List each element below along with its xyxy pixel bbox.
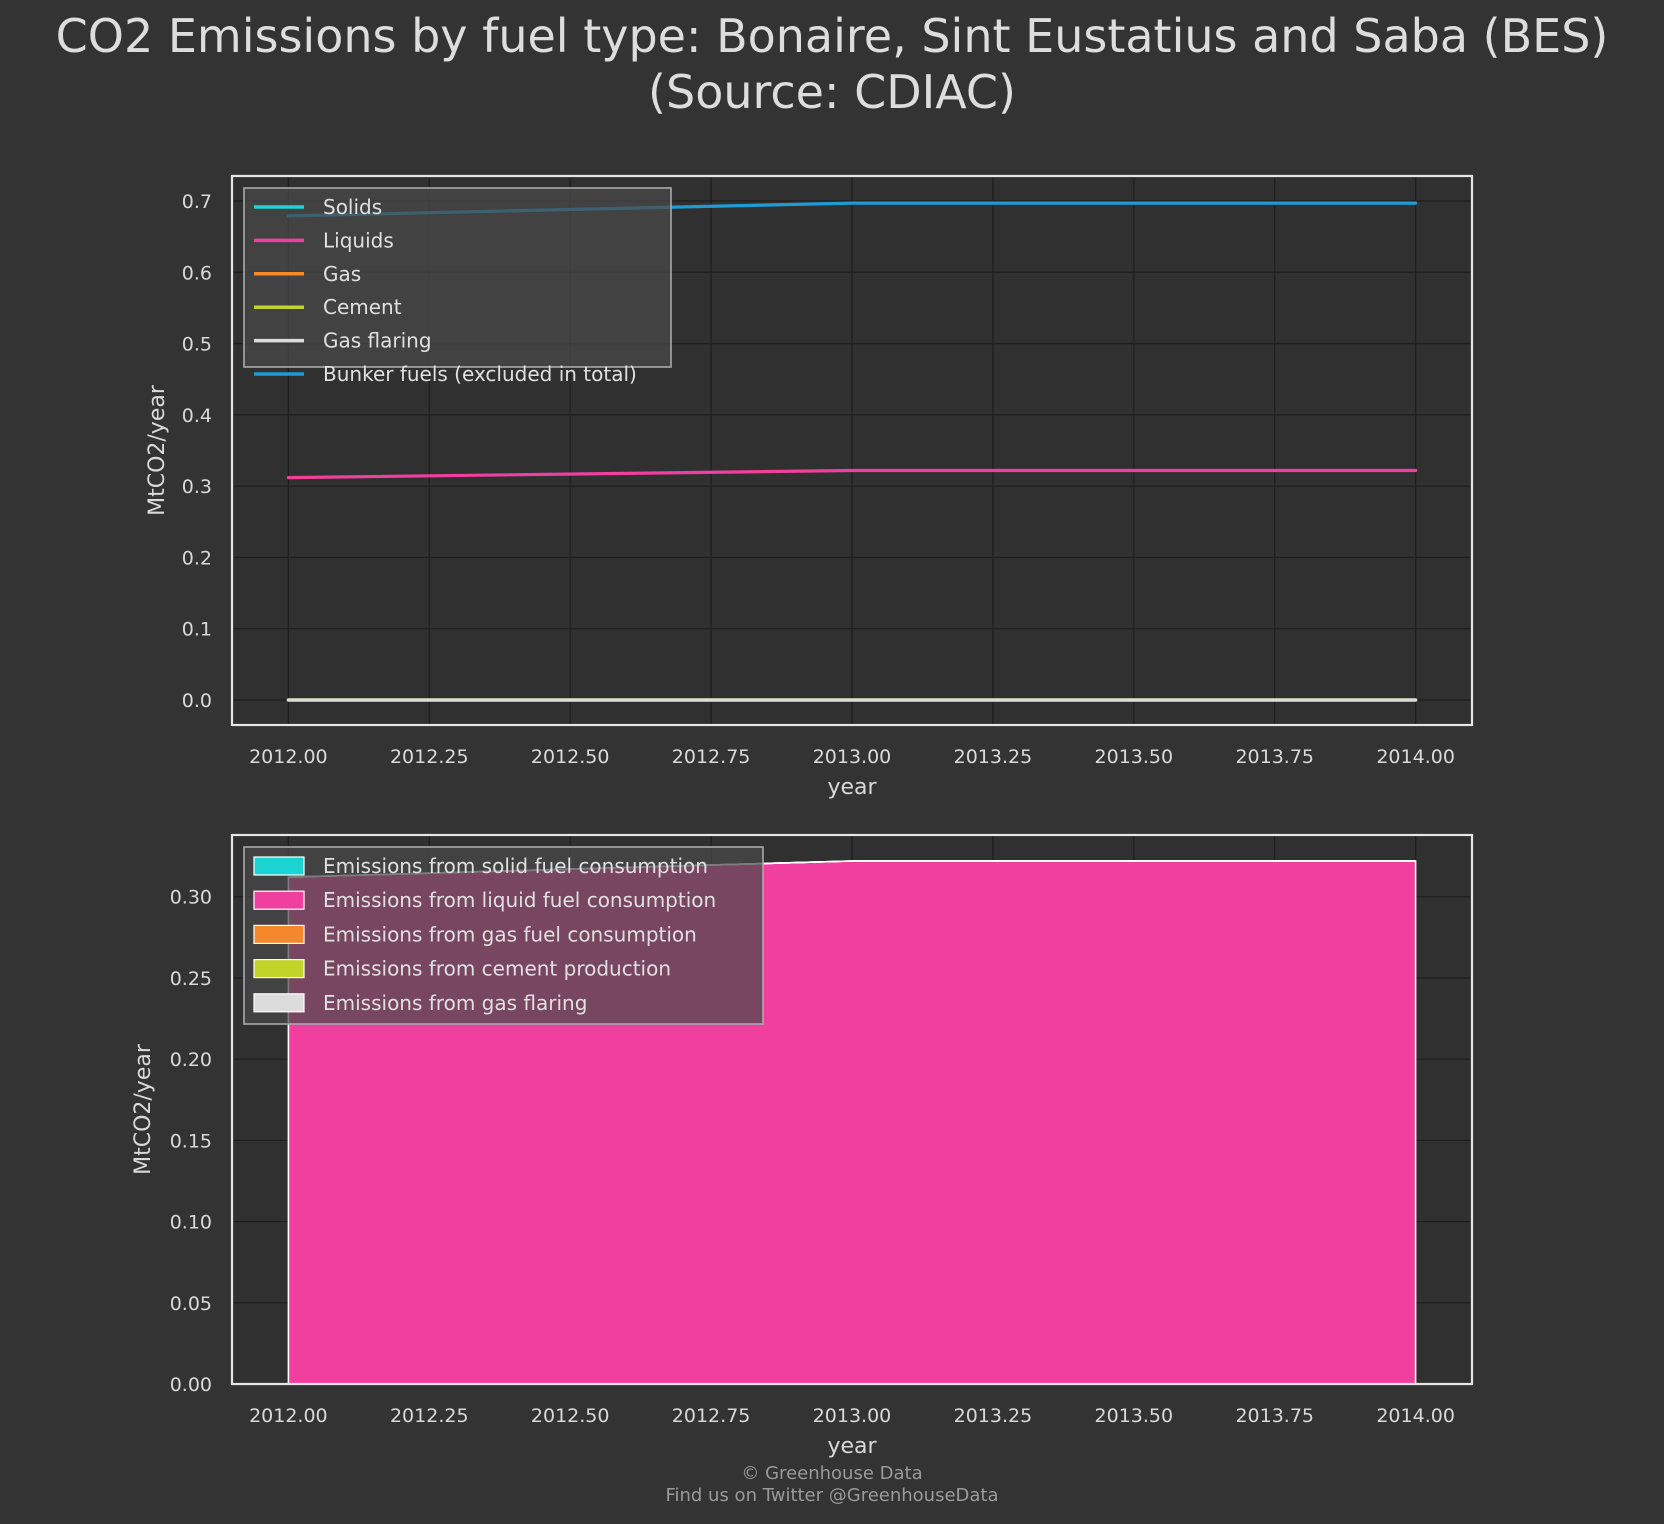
legend-label: Liquids <box>323 228 394 252</box>
legend-swatch <box>253 856 305 876</box>
x-tick-label: 2012.00 <box>249 746 328 768</box>
x-tick-label: 2013.75 <box>1235 1405 1314 1427</box>
y-tick-label: 0.30 <box>170 887 212 909</box>
x-tick-label: 2012.75 <box>672 746 751 768</box>
y-tick-label: 0.4 <box>182 405 212 427</box>
legend-label: Cement <box>323 295 402 319</box>
footer-twitter: Find us on Twitter @GreenhouseData <box>665 1485 999 1506</box>
y-tick-label: 0.7 <box>182 191 212 213</box>
legend: Emissions from solid fuel consumption Emi… <box>243 846 764 1025</box>
x-tick-label: 2012.50 <box>531 746 610 768</box>
x-tick-label: 2012.00 <box>249 1405 328 1427</box>
legend-swatch <box>253 924 305 945</box>
x-tick-label: 2013.00 <box>813 1405 892 1427</box>
legend-label: Solids <box>323 195 382 219</box>
chart-title-line-2: (Source: CDIAC) <box>648 65 1016 119</box>
chart-title: CO2 Emissions by fuel type: Bonaire, Sin… <box>0 8 1664 120</box>
legend-label: Emissions from gas flaring <box>323 991 587 1015</box>
y-tick-label: 0.00 <box>170 1374 212 1396</box>
legend-box <box>243 846 764 1025</box>
y-axis-label: MtCO2/year <box>145 384 170 516</box>
plot-frame <box>230 833 1474 1386</box>
footer-copyright: © Greenhouse Data <box>741 1463 923 1484</box>
x-tick-label: 2013.75 <box>1235 746 1314 768</box>
x-tick-label: 2013.00 <box>813 746 892 768</box>
legend-label: Emissions from cement production <box>323 957 671 981</box>
legend-label: Bunker fuels (excluded in total) <box>323 362 637 386</box>
series-line-2 <box>286 468 1418 480</box>
chart-panel-1: 2012.00 2012.25 2012.50 2012.75 2013.00 2013.… <box>145 174 1474 800</box>
chart-panel-2: 2012.00 2012.25 2012.50 2012.75 2013.00 2013.… <box>131 833 1474 1459</box>
y-tick-label: 0.5 <box>182 334 212 356</box>
y-tick-label: 0.1 <box>182 619 212 641</box>
legend-label: Emissions from liquid fuel consumption <box>323 888 716 912</box>
x-tick-label: 2013.25 <box>954 1405 1033 1427</box>
x-tick-label: 2012.25 <box>390 1405 469 1427</box>
chart-title-line-1: CO2 Emissions by fuel type: Bonaire, Sin… <box>55 9 1609 63</box>
x-tick-label: 2013.25 <box>954 746 1033 768</box>
legend-swatch <box>253 890 305 910</box>
y-tick-label: 0.3 <box>182 476 212 498</box>
legend-swatch <box>253 993 305 1013</box>
legend: Solids Liquids Gas Cement Gas flaring Bunker … <box>243 187 672 386</box>
legend-label: Gas flaring <box>323 329 432 353</box>
y-tick-label: 0.0 <box>182 690 212 712</box>
y-axis-label: MtCO2/year <box>131 1043 156 1175</box>
legend-label: Emissions from solid fuel consumption <box>323 854 708 878</box>
x-tick-label: 2014.00 <box>1376 746 1455 768</box>
x-tick-label: 2013.50 <box>1095 1405 1174 1427</box>
y-tick-label: 0.20 <box>170 1049 212 1071</box>
y-tick-label: 0.05 <box>170 1293 212 1315</box>
legend-swatch <box>253 958 305 979</box>
plot-frame <box>230 174 1474 727</box>
y-tick-label: 0.2 <box>182 547 212 569</box>
x-tick-label: 2012.25 <box>390 746 469 768</box>
x-axis-label: year <box>827 1434 877 1459</box>
y-tick-label: 0.10 <box>170 1212 212 1234</box>
x-tick-label: 2014.00 <box>1376 1405 1455 1427</box>
x-tick-label: 2012.75 <box>672 1405 751 1427</box>
legend-box <box>243 187 672 368</box>
legend-label: Emissions from gas fuel consumption <box>323 922 697 946</box>
x-axis-label: year <box>827 775 877 800</box>
x-tick-label: 2012.50 <box>531 1405 610 1427</box>
y-tick-label: 0.15 <box>170 1130 212 1152</box>
y-tick-label: 0.25 <box>170 968 212 990</box>
y-tick-label: 0.6 <box>182 262 212 284</box>
footer-credit: © Greenhouse Data Find us on Twitter @Gr… <box>0 1463 1664 1507</box>
legend-label: Gas <box>323 262 361 286</box>
x-tick-label: 2013.50 <box>1095 746 1174 768</box>
